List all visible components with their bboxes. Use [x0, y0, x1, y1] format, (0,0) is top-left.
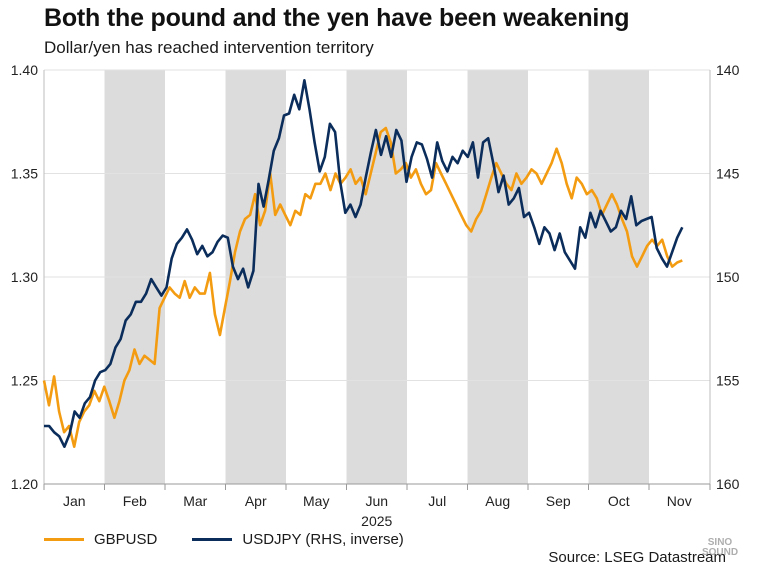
chart-subtitle: Dollar/yen has reached intervention terr… [44, 38, 374, 57]
y-left-tick-label: 1.25 [11, 373, 38, 389]
x-tick-label-aug: Aug [485, 493, 510, 509]
y-left-tick-label: 1.35 [11, 166, 38, 182]
x-tick-label-sep: Sep [546, 493, 571, 509]
legend-item-usdjpy: USDJPY (RHS, inverse) [192, 531, 404, 548]
y-left-tick-label: 1.30 [11, 269, 38, 285]
line-chart: 1.20 1.25 1.30 1.35 1.40 140 145 150 155 160 Jan Fe… [11, 62, 740, 529]
y-left-tick-label: 1.20 [11, 476, 38, 492]
x-year-label: 2025 [361, 513, 392, 529]
x-tick-label-jul: Jul [428, 493, 446, 509]
x-tick-label-jun: Jun [365, 493, 388, 509]
legend-label-usdjpy: USDJPY (RHS, inverse) [242, 531, 404, 548]
watermark-logo: SINO SOUND [701, 537, 739, 558]
chart-title: Both the pound and the yen have been wea… [44, 4, 630, 32]
y-right-tick-label: 160 [716, 476, 740, 492]
legend-label-gbpusd: GBPUSD [94, 531, 158, 548]
legend-item-gbpusd: GBPUSD [44, 531, 157, 548]
x-tick-label-may: May [303, 493, 329, 509]
y-right-tick-label: 155 [716, 373, 740, 389]
x-tick-label-apr: Apr [245, 493, 267, 509]
x-tick-label-jan: Jan [63, 493, 86, 509]
series-line-usdjpy [44, 79, 684, 448]
legend: GBPUSD USDJPY (RHS, inverse) [44, 531, 439, 548]
x-tick-label-feb: Feb [123, 493, 147, 509]
y-left-tick-label: 1.40 [11, 62, 38, 78]
legend-swatch-gbpusd [44, 538, 84, 541]
x-tick-label-oct: Oct [608, 493, 630, 509]
y-right-tick-label: 145 [716, 166, 740, 182]
source-note: Source: LSEG Datastream [548, 549, 726, 566]
legend-swatch-usdjpy [192, 538, 233, 541]
x-tick-label-mar: Mar [183, 493, 207, 509]
x-tick-label-nov: Nov [667, 493, 692, 509]
y-right-tick-label: 140 [716, 62, 740, 78]
y-right-tick-label: 150 [716, 269, 740, 285]
